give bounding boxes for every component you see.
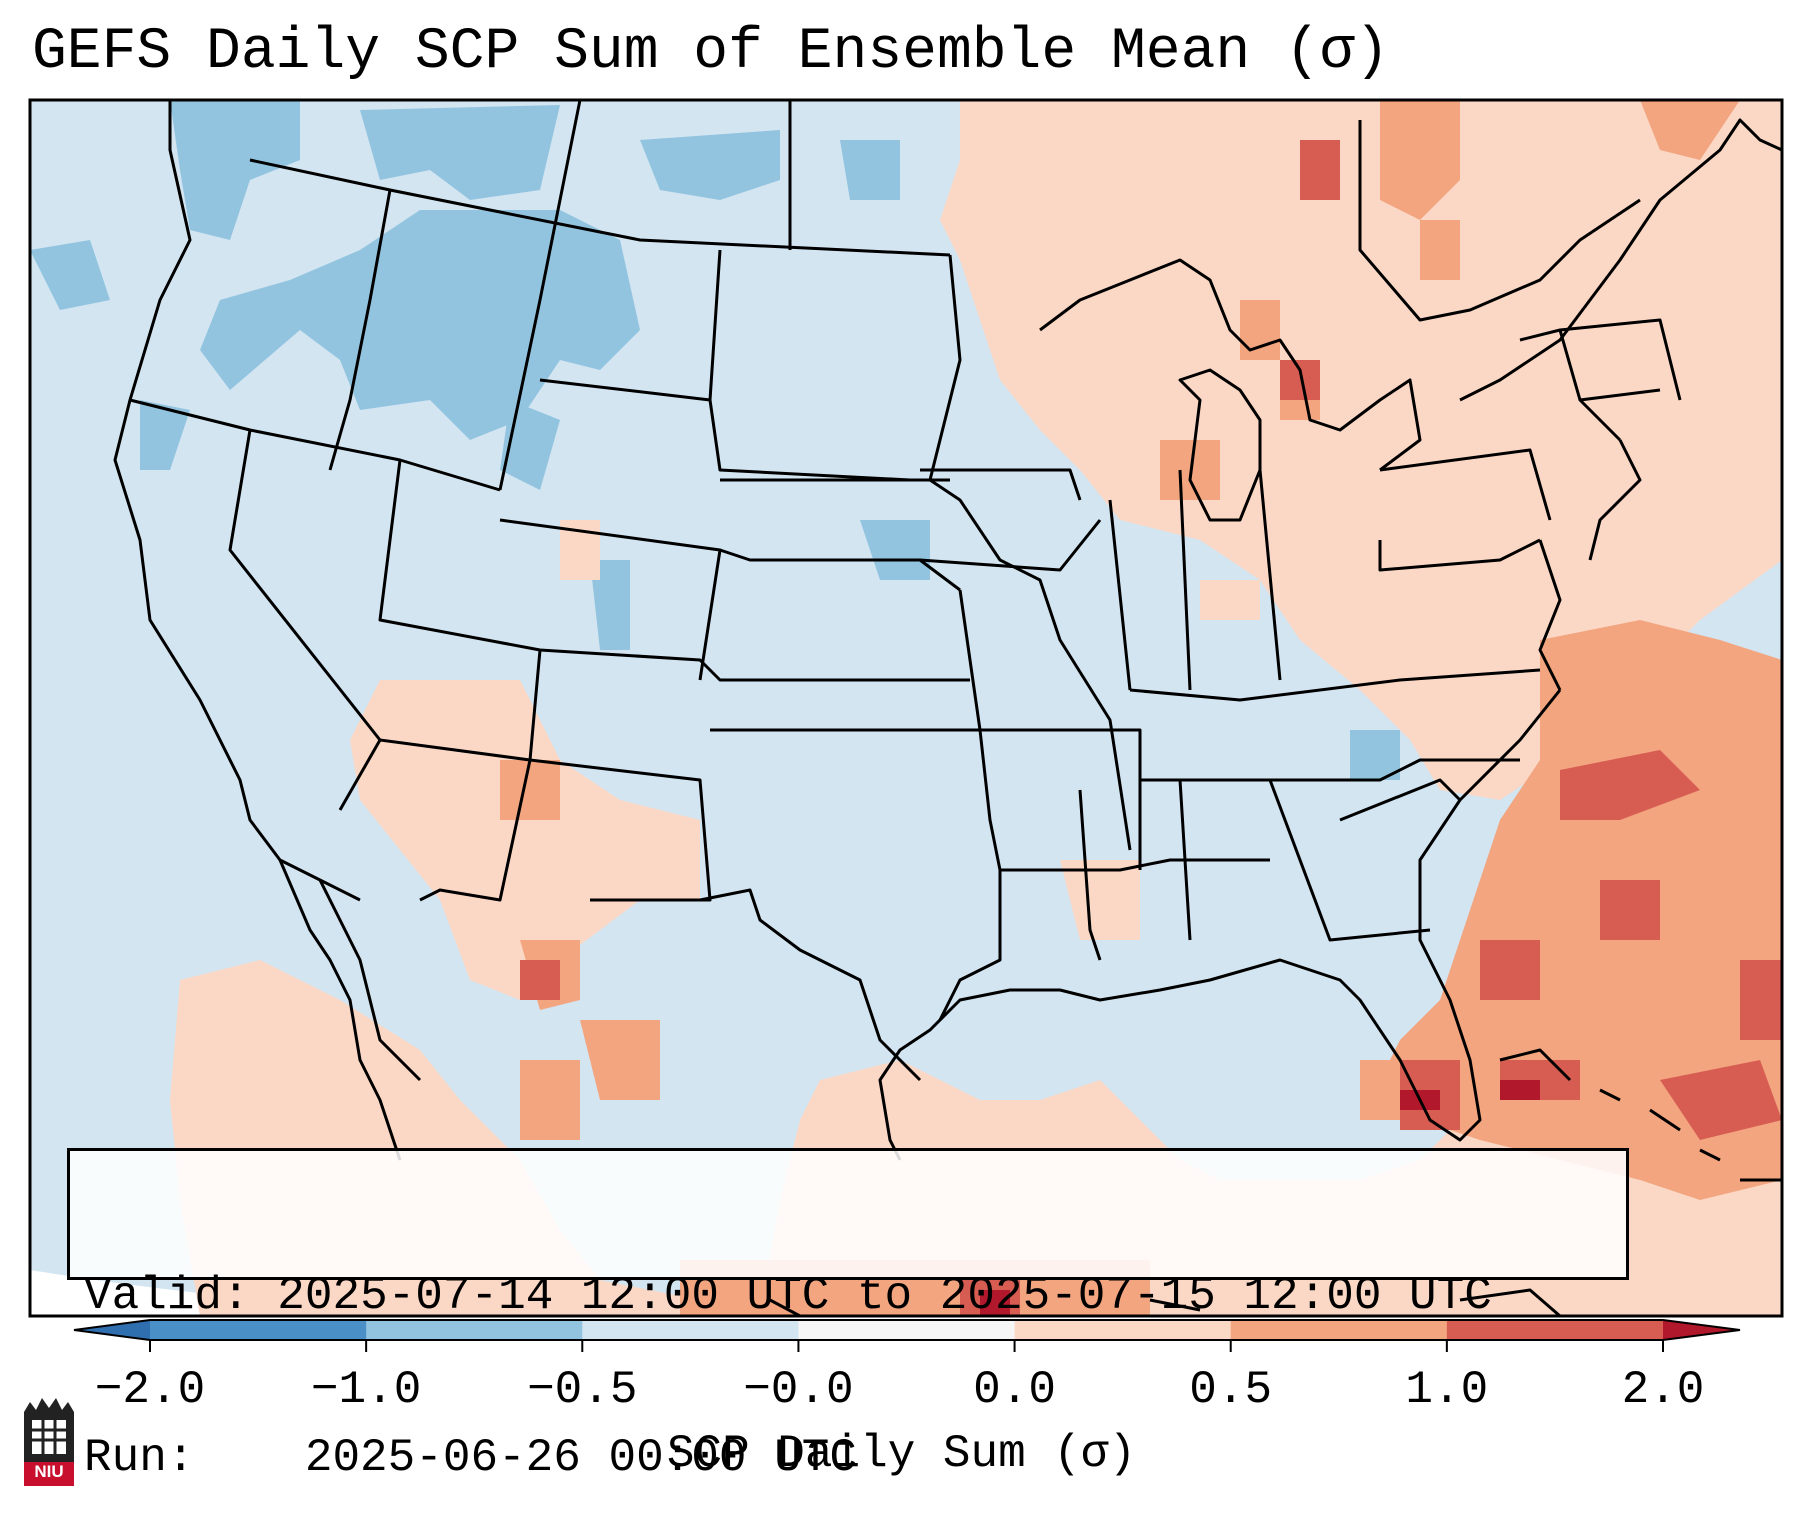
niu-logo-graphic (24, 1398, 74, 1486)
negative-anomaly-region (30, 100, 1400, 780)
colorbar-tick-label: 0.5 (1189, 1364, 1273, 1416)
colorbar-tick-label: 1.0 (1405, 1364, 1489, 1416)
coastlines (278, 118, 1782, 1316)
colorbar-tick-label: −1.0 (310, 1364, 422, 1416)
page-title: GEFS Daily SCP Sum of Ensemble Mean (σ) (32, 20, 1390, 85)
colorbar-tick-label: 0.0 (973, 1364, 1056, 1416)
valid-line: Valid: 2025-07-14 12:00 UTC to 2025-07-1… (84, 1269, 1626, 1323)
valid-label: Valid: (84, 1270, 250, 1322)
colorbar-tick-label: −0.5 (527, 1364, 638, 1416)
colorbar-tick-label: 2.0 (1621, 1364, 1705, 1416)
colorbar-tick-label: −0.0 (743, 1364, 854, 1416)
run-line: Run: 2025-06-26 00:00 UTC (84, 1431, 1626, 1485)
state-boundaries (113, 100, 1682, 1082)
colorbar-tick-label: −2.0 (94, 1364, 206, 1416)
valid-value: 2025-07-14 12:00 UTC to 2025-07-15 12:00… (277, 1270, 1492, 1322)
run-label: Run: (84, 1432, 195, 1484)
niu-tower-icon: NIU (20, 1392, 78, 1488)
logo-text: NIU (34, 1462, 64, 1481)
colorbar-label: SCP Daily Sum (σ) (666, 1428, 1137, 1480)
map-frame (28, 98, 1784, 1318)
info-box: Valid: 2025-07-14 12:00 UTC to 2025-07-1… (67, 1148, 1629, 1484)
run-value: 2025-06-26 00:00 UTC (304, 1432, 857, 1484)
